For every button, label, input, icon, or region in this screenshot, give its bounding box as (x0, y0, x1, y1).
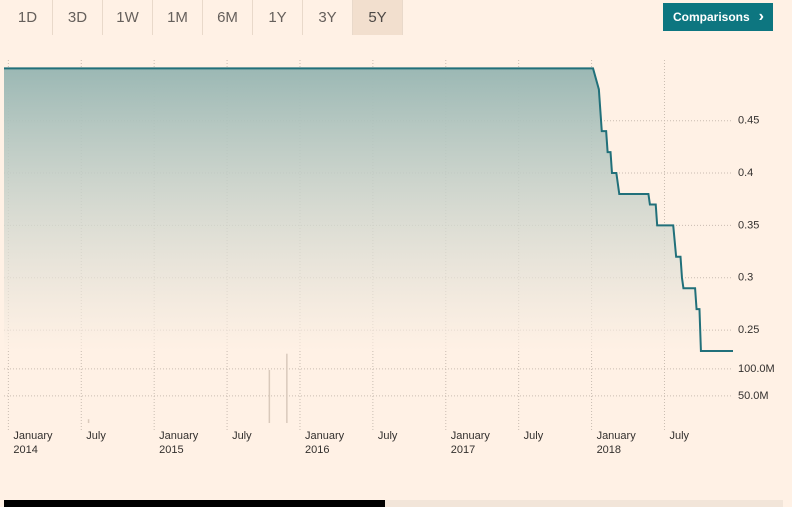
x-tick-label: July (86, 430, 106, 442)
range-button[interactable]: 1W (103, 0, 153, 35)
y-tick-label: 0.4 (738, 167, 753, 179)
scroll-track[interactable] (385, 500, 783, 507)
arrow-icon: › (758, 8, 764, 25)
x-tick-label: July (524, 430, 544, 442)
line (4, 67, 733, 352)
area (4, 68, 733, 352)
x-tick-label: January 2016 (305, 430, 347, 456)
range-button[interactable]: 1Y (253, 0, 303, 35)
y-tick-label: 50.0M (738, 390, 769, 402)
y-tick-label: 0.35 (738, 219, 759, 231)
comparisons-button[interactable]: Comparisons › (663, 3, 773, 31)
y-tick-label: 0.45 (738, 115, 759, 127)
range-button[interactable]: 3Y (303, 0, 353, 35)
range-button[interactable]: 1D (3, 0, 53, 35)
comparisons-label: Comparisons (673, 10, 750, 24)
x-tick-label: July (378, 430, 398, 442)
range-button[interactable]: 3D (53, 0, 103, 35)
range-button[interactable]: 1M (153, 0, 203, 35)
y-tick-label: 0.3 (738, 272, 753, 284)
scroll-thumb[interactable] (4, 500, 385, 507)
x-tick-label: January 2015 (159, 430, 201, 456)
x-tick-label: July (669, 430, 689, 442)
x-tick-label: January 2018 (597, 430, 639, 456)
range-button[interactable]: 6M (203, 0, 253, 35)
y-tick-label: 100.0M (738, 363, 775, 375)
x-tick-label: July (232, 430, 252, 442)
x-tick-label: January 2017 (451, 430, 493, 456)
range-button[interactable]: 5Y (353, 0, 403, 35)
x-tick-label: January 2014 (13, 430, 55, 456)
y-tick-label: 0.25 (738, 324, 759, 336)
